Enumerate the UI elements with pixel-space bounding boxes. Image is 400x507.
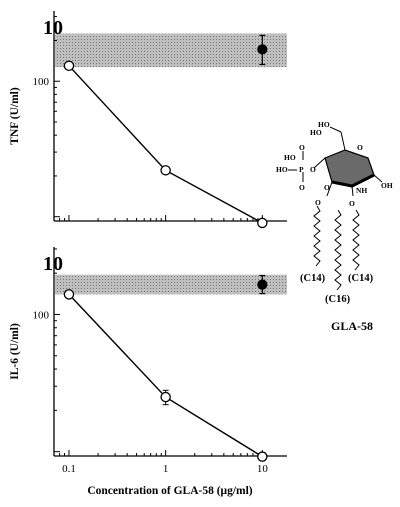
panel-b-data-point xyxy=(63,289,75,300)
structure-atom-o-ester: O xyxy=(310,165,316,174)
structure-chain-label-c14-right: (C14) xyxy=(348,273,374,284)
structure-atom-o-p-top: O xyxy=(299,143,305,152)
structure-atom-ring-o: O xyxy=(357,143,363,152)
structure-atom-o-p-bottom: O xyxy=(299,183,305,192)
panel-b-data-point xyxy=(160,391,171,403)
panel-a-data-point xyxy=(63,60,75,72)
structure-chain-2 xyxy=(334,209,342,291)
structure-atom-ho-top: HO xyxy=(318,120,330,129)
panel-a-y-axis-title: TNF (U/ml) xyxy=(9,87,21,145)
structure-atom-o-acyl2: O xyxy=(349,199,355,208)
structure-atom-o-acyl1: O xyxy=(315,198,321,207)
panel-b-label: B xyxy=(0,0,11,4)
panel-a-series-line xyxy=(68,65,263,224)
panel-a-control-point xyxy=(257,44,268,55)
panel-a-control-band xyxy=(55,33,287,68)
panel-b-series-line xyxy=(68,293,263,458)
panel-b-x-tick-label: 0.1 xyxy=(62,463,76,475)
panel-a-data-point xyxy=(160,165,171,176)
panel-b-x-tick-label: 1 xyxy=(163,463,169,475)
structure-atom-o-link: O xyxy=(324,183,330,192)
structure-atom-oh: OH xyxy=(381,181,393,190)
structure-chain-label-c16: (C16) xyxy=(325,294,351,305)
gla-58-structure: HO O P HO HO O O O NH O OH O O HO (C14) … xyxy=(276,120,393,333)
structure-atom-nh: NH xyxy=(356,186,367,195)
panel-b-control-point xyxy=(257,279,268,290)
panel-b-x-tick-label: 10 xyxy=(257,463,269,475)
structure-chain-3 xyxy=(352,209,360,271)
panel-a-label: A xyxy=(0,0,12,4)
structure-atom-ho-side: HO xyxy=(310,128,322,137)
panel-a-chart: 10 100 A TNF (U/ml) xyxy=(0,0,287,229)
structure-chain-label-c14-left: (C14) xyxy=(300,273,326,284)
structure-atom-ho-p1: HO xyxy=(284,153,296,162)
panel-b-data-point xyxy=(257,451,268,462)
panel-b-y-axis-title: IL-6 (U/ml) xyxy=(9,323,21,380)
panel-b-y-tick-label: 100 xyxy=(33,309,50,321)
panel-a-data-point xyxy=(257,217,268,229)
structure-name: GLA-58 xyxy=(331,319,373,333)
panel-b-y-tick-label: 10 xyxy=(43,253,63,275)
structure-chain-1 xyxy=(313,205,321,267)
panel-b-chart: 10 100 0.1 1 10 B IL-6 (U/ml) xyxy=(0,0,287,475)
structure-atom-ho-p2: HO xyxy=(276,165,288,174)
panel-b-control-band xyxy=(55,274,287,295)
x-axis-title: Concentration of GLA-58 (μg/ml) xyxy=(87,485,252,497)
panel-a-y-tick-label: 10 xyxy=(43,17,63,39)
structure-atom-p: P xyxy=(299,165,304,174)
panel-a-y-tick-label: 100 xyxy=(33,76,50,88)
